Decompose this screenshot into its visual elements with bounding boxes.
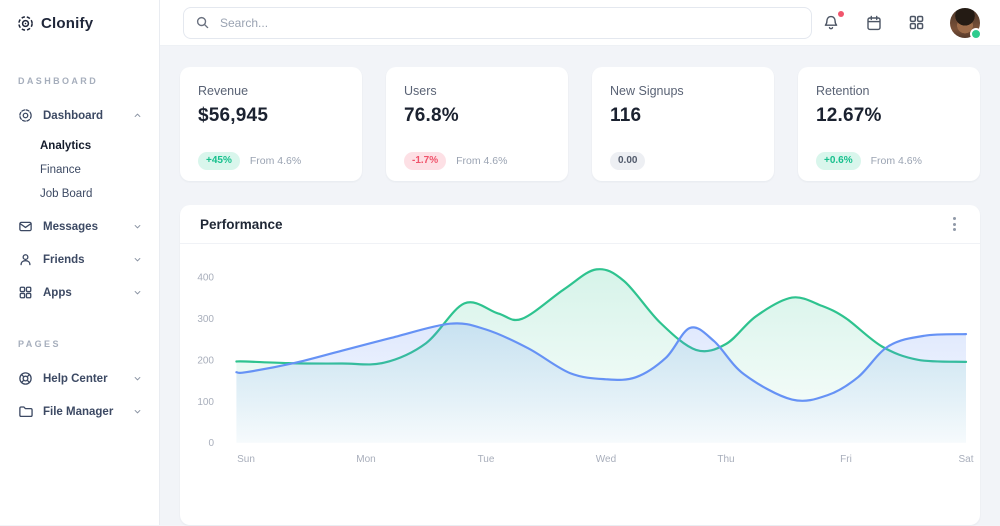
apps-grid-button[interactable] (908, 14, 925, 31)
clonify-logo-icon (17, 15, 34, 32)
logo[interactable]: Clonify (0, 0, 159, 46)
chevron-down-icon (132, 406, 143, 417)
sidebar-item-friends[interactable]: Friends (0, 243, 159, 276)
performance-title: Performance (200, 216, 283, 232)
stat-card-new-signups: New Signups 116 0.00 (592, 67, 774, 181)
stat-change-badge: -1.7% (404, 152, 447, 170)
online-status-dot (970, 27, 982, 40)
svg-text:Sat: Sat (958, 454, 973, 465)
sidebar-subitem-job-board[interactable]: Job Board (40, 188, 93, 200)
sidebar-item-messages[interactable]: Messages (0, 210, 159, 243)
stat-value: 116 (610, 105, 642, 126)
sidebar-subitem-analytics[interactable]: Analytics (40, 140, 92, 152)
logo-text: Clonify (41, 14, 94, 32)
stats-row: Revenue $56,945 +45% From 4.6% Users 76.… (180, 67, 980, 181)
dashboard-icon (18, 108, 33, 123)
svg-text:Sun: Sun (237, 454, 255, 465)
bell-icon (822, 14, 840, 32)
sidebar-item-label: Dashboard (43, 109, 104, 122)
svg-text:Mon: Mon (356, 454, 375, 465)
sidebar: Clonify DASHBOARD Dashboard Analytics Fin… (0, 0, 160, 525)
stat-note: From 4.6% (870, 155, 922, 167)
topbar-actions (822, 7, 982, 40)
chart-line-series-b (235, 322, 968, 402)
stat-card-revenue: Revenue $56,945 +45% From 4.6% (180, 67, 362, 181)
svg-text:200: 200 (197, 355, 214, 366)
stat-card-retention: Retention 12.67% +0.6% From 4.6% (798, 67, 980, 181)
sidebar-item-help-center[interactable]: Help Center (0, 362, 159, 395)
folder-icon (18, 404, 33, 419)
svg-text:Thu: Thu (717, 454, 734, 465)
stat-change-badge: +0.6% (816, 152, 861, 170)
stat-title: Retention (816, 84, 870, 98)
performance-chart: 0 100 200 300 400 Sun Mon Tue Wed Thu Fri Sat (197, 268, 974, 465)
calendar-icon (865, 14, 883, 32)
apps-grid-icon (908, 14, 925, 31)
stat-change-badge: 0.00 (610, 152, 646, 170)
sidebar-submenu: Analytics Finance Job Board (0, 132, 159, 210)
sidebar-item-file-manager[interactable]: File Manager (0, 395, 159, 428)
notification-alert-dot (838, 10, 844, 17)
chevron-up-icon (132, 110, 143, 121)
user-avatar[interactable] (950, 7, 982, 40)
performance-card-header: Performance (180, 205, 980, 244)
svg-text:Tue: Tue (478, 454, 495, 465)
stat-value: $56,945 (198, 105, 269, 126)
stat-footer: +45% From 4.6% (198, 152, 344, 170)
sidebar-section-label: PAGES (18, 339, 61, 349)
svg-text:300: 300 (197, 314, 214, 325)
sidebar-item-label: Apps (43, 286, 72, 299)
sidebar-item-label: Friends (43, 253, 85, 266)
chevron-down-icon (132, 373, 143, 384)
sidebar-item-apps[interactable]: Apps (0, 276, 159, 309)
stat-note: From 4.6% (249, 155, 302, 167)
sidebar-item-dashboard[interactable]: Dashboard (0, 99, 159, 132)
stat-title: New Signups (610, 84, 684, 98)
svg-text:400: 400 (197, 272, 214, 283)
stat-footer: -1.7% From 4.6% (404, 152, 550, 170)
chevron-down-icon (132, 254, 143, 265)
stat-change-badge: +45% (198, 152, 240, 170)
lifebuoy-icon (18, 371, 33, 386)
stat-title: Users (404, 84, 437, 98)
svg-text:Wed: Wed (596, 454, 616, 465)
svg-text:Fri: Fri (840, 454, 852, 465)
mail-icon (18, 219, 33, 234)
sidebar-item-label: Help Center (43, 372, 108, 385)
search-box[interactable] (183, 6, 812, 39)
chart-area-series-b (236, 323, 966, 443)
stat-title: Revenue (198, 84, 249, 98)
stat-card-users: Users 76.8% -1.7% From 4.6% (386, 67, 568, 181)
kebab-menu-button[interactable] (949, 213, 960, 235)
main-content: Revenue $56,945 +45% From 4.6% Users 76.… (160, 46, 1000, 525)
svg-text:0: 0 (208, 438, 214, 449)
kebab-dot (953, 222, 956, 226)
kebab-dot (953, 217, 956, 220)
performance-card: Performance 0 100 200 300 400 Sun Mon Tue Wed Thu… (180, 205, 980, 525)
calendar-button[interactable] (865, 14, 883, 32)
stat-value: 76.8% (404, 105, 459, 126)
chevron-down-icon (132, 221, 143, 232)
sidebar-subitem-finance[interactable]: Finance (40, 164, 81, 176)
search-icon (195, 15, 210, 30)
sidebar-item-label: Messages (43, 220, 98, 233)
chevron-down-icon (132, 287, 143, 298)
stat-footer: 0.00 (610, 152, 756, 170)
user-icon (18, 252, 33, 267)
sidebar-item-label: File Manager (43, 405, 114, 418)
sidebar-section-label: DASHBOARD (18, 76, 99, 86)
notifications-button[interactable] (822, 10, 844, 32)
grid-icon (18, 285, 33, 300)
stat-footer: +0.6% From 4.6% (816, 152, 962, 170)
kebab-dot (953, 228, 956, 231)
sidebar-nav: DASHBOARD Dashboard Analytics Finance Job … (0, 76, 159, 428)
topbar (160, 0, 1000, 46)
stat-value: 12.67% (816, 105, 882, 126)
search-input[interactable] (218, 14, 800, 31)
stat-note: From 4.6% (456, 155, 508, 167)
svg-text:100: 100 (197, 397, 214, 408)
